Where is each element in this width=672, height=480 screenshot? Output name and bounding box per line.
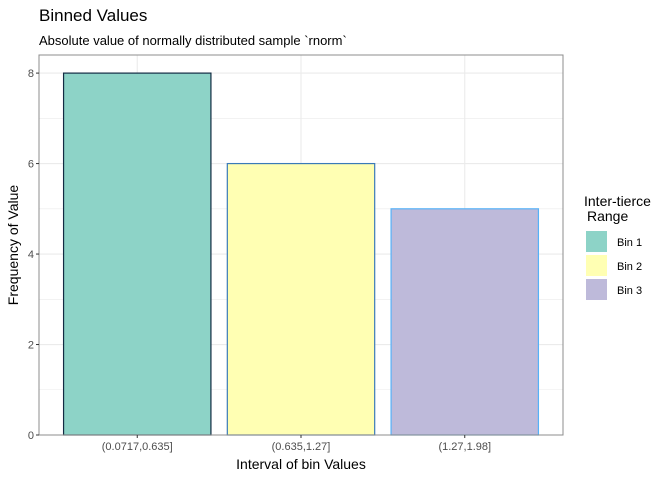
y-tick-label: 8 xyxy=(28,68,34,80)
legend-title-line1: Inter-tierce xyxy=(584,193,651,209)
bar-1 xyxy=(62,72,212,436)
x-tick-label: (0.0717,0.635] xyxy=(102,441,173,453)
y-axis-title: Frequency of Value xyxy=(5,185,21,306)
chart-title: Binned Values xyxy=(39,6,147,25)
bar-2 xyxy=(226,162,376,436)
bar-3 xyxy=(390,208,540,436)
legend-label-3: Bin 3 xyxy=(617,285,642,297)
x-axis-title: Interval of bin Values xyxy=(236,456,366,472)
legend-entries: Bin 1 Bin 2 Bin 3 xyxy=(586,231,642,300)
chart-subtitle: Absolute value of normally distributed s… xyxy=(39,33,347,48)
y-axis-ticks: 0 2 4 6 8 xyxy=(28,68,39,442)
x-tick-label: (0.635,1.27] xyxy=(272,441,331,453)
y-tick-label: 6 xyxy=(28,159,34,171)
plot-panel xyxy=(38,54,564,436)
legend-label-2: Bin 2 xyxy=(617,261,642,273)
x-tick-label: (1.27,1.98] xyxy=(438,441,491,453)
legend-key-3 xyxy=(586,279,607,300)
legend-key-1 xyxy=(586,231,607,252)
legend-title-line2: Range xyxy=(587,208,628,224)
y-tick-label: 0 xyxy=(28,430,34,442)
y-tick-label: 4 xyxy=(28,249,34,261)
y-tick-label: 2 xyxy=(28,340,34,352)
legend-key-2 xyxy=(586,255,607,276)
x-axis-ticks: (0.0717,0.635] (0.635,1.27] (1.27,1.98] xyxy=(102,435,491,453)
bars xyxy=(62,72,540,436)
legend-label-1: Bin 1 xyxy=(617,237,642,249)
legend: Inter-tierce Range Bin 1 Bin 2 Bin 3 xyxy=(584,193,651,300)
